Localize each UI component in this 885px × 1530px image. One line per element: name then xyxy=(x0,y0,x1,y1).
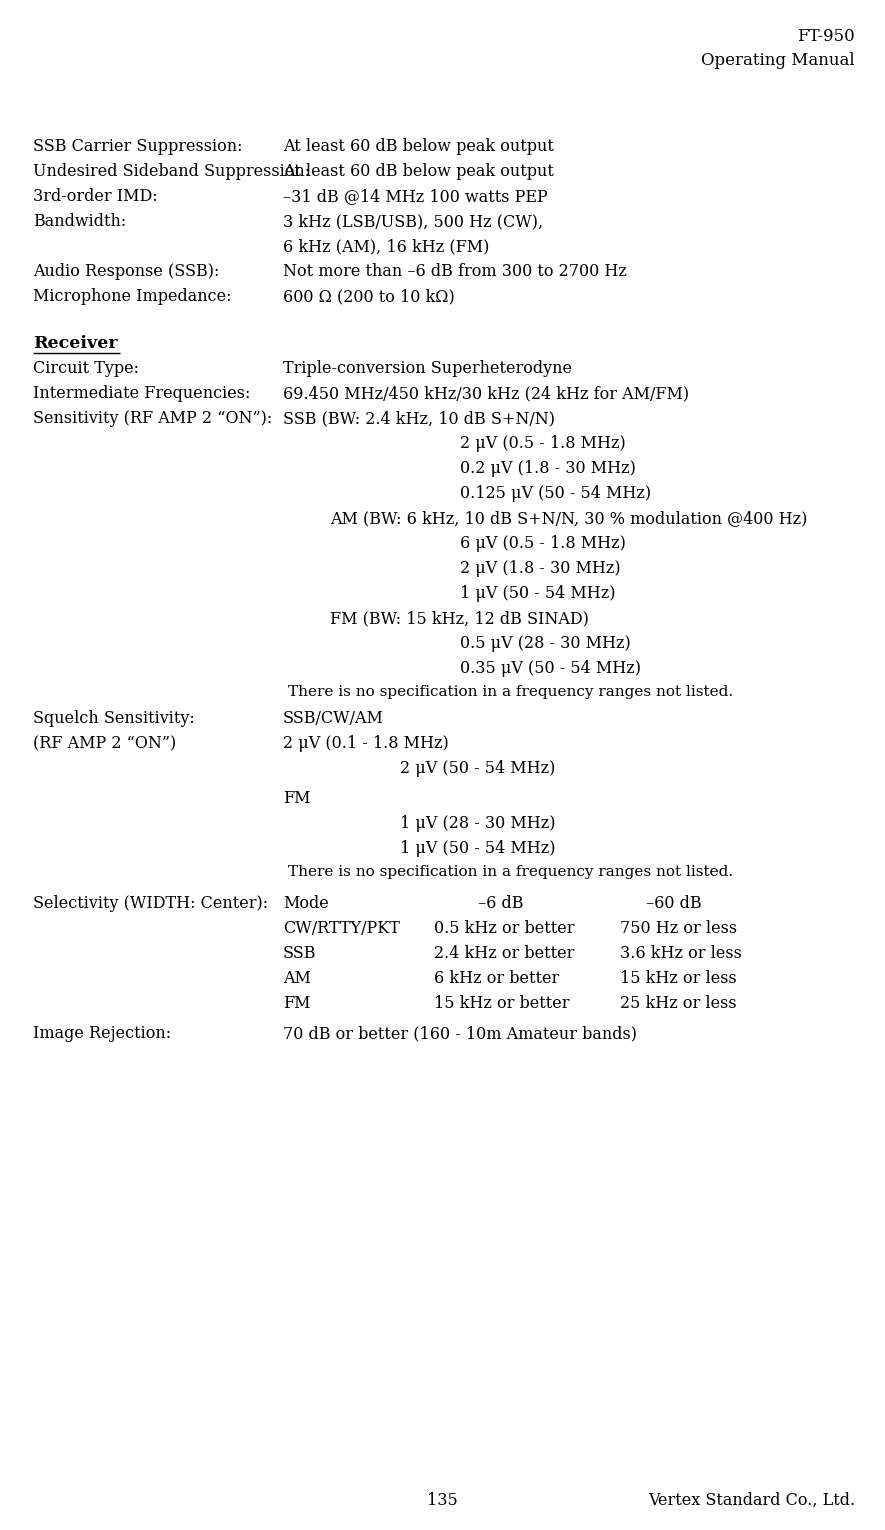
Text: CW/RTTY/PKT: CW/RTTY/PKT xyxy=(283,920,400,936)
Text: Microphone Impedance:: Microphone Impedance: xyxy=(33,288,232,304)
Text: 70 dB or better (160 - 10m Amateur bands): 70 dB or better (160 - 10m Amateur bands… xyxy=(283,1025,637,1042)
Text: FM: FM xyxy=(283,994,311,1011)
Text: Selectivity (WIDTH: Center):: Selectivity (WIDTH: Center): xyxy=(33,895,268,912)
Text: Squelch Sensitivity:: Squelch Sensitivity: xyxy=(33,710,195,727)
Text: 1 μV (50 - 54 MHz): 1 μV (50 - 54 MHz) xyxy=(460,584,615,601)
Text: Triple-conversion Superheterodyne: Triple-conversion Superheterodyne xyxy=(283,360,572,376)
Text: 0.35 μV (50 - 54 MHz): 0.35 μV (50 - 54 MHz) xyxy=(460,659,641,676)
Text: 1 μV (50 - 54 MHz): 1 μV (50 - 54 MHz) xyxy=(400,840,556,857)
Text: Undesired Sideband Suppression:: Undesired Sideband Suppression: xyxy=(33,164,310,181)
Text: AM: AM xyxy=(283,970,311,987)
Text: 1 μV (28 - 30 MHz): 1 μV (28 - 30 MHz) xyxy=(400,815,556,832)
Text: 2.4 kHz or better: 2.4 kHz or better xyxy=(434,946,574,962)
Text: 15 kHz or less: 15 kHz or less xyxy=(620,970,736,987)
Text: 2 μV (0.5 - 1.8 MHz): 2 μV (0.5 - 1.8 MHz) xyxy=(460,435,626,451)
Text: –60 dB: –60 dB xyxy=(646,895,702,912)
Text: There is no specification in a frequency ranges not listed.: There is no specification in a frequency… xyxy=(288,864,733,880)
Text: There is no specification in a frequency ranges not listed.: There is no specification in a frequency… xyxy=(288,685,733,699)
Text: 25 kHz or less: 25 kHz or less xyxy=(620,994,736,1011)
Text: 6 kHz (AM), 16 kHz (FM): 6 kHz (AM), 16 kHz (FM) xyxy=(283,239,489,256)
Text: 600 Ω (200 to 10 kΩ): 600 Ω (200 to 10 kΩ) xyxy=(283,288,455,304)
Text: –31 dB @14 MHz 100 watts PEP: –31 dB @14 MHz 100 watts PEP xyxy=(283,188,548,205)
Text: 3rd-order IMD:: 3rd-order IMD: xyxy=(33,188,158,205)
Text: FM: FM xyxy=(283,789,311,806)
Text: FT-950: FT-950 xyxy=(797,28,855,44)
Text: Receiver: Receiver xyxy=(33,335,118,352)
Text: Sensitivity (RF AMP 2 “ON”):: Sensitivity (RF AMP 2 “ON”): xyxy=(33,410,273,427)
Text: Operating Manual: Operating Manual xyxy=(702,52,855,69)
Text: Circuit Type:: Circuit Type: xyxy=(33,360,139,376)
Text: –6 dB: –6 dB xyxy=(478,895,524,912)
Text: AM (BW: 6 kHz, 10 dB S+N/N, 30 % modulation @400 Hz): AM (BW: 6 kHz, 10 dB S+N/N, 30 % modulat… xyxy=(330,509,807,526)
Text: 6 μV (0.5 - 1.8 MHz): 6 μV (0.5 - 1.8 MHz) xyxy=(460,536,626,552)
Text: 6 kHz or better: 6 kHz or better xyxy=(434,970,559,987)
Text: 2 μV (1.8 - 30 MHz): 2 μV (1.8 - 30 MHz) xyxy=(460,560,620,577)
Text: 0.5 kHz or better: 0.5 kHz or better xyxy=(434,920,574,936)
Text: SSB (BW: 2.4 kHz, 10 dB S+N/N): SSB (BW: 2.4 kHz, 10 dB S+N/N) xyxy=(283,410,555,427)
Text: Intermediate Frequencies:: Intermediate Frequencies: xyxy=(33,386,250,402)
Text: 2 μV (0.1 - 1.8 MHz): 2 μV (0.1 - 1.8 MHz) xyxy=(283,734,449,753)
Text: 3.6 kHz or less: 3.6 kHz or less xyxy=(620,946,742,962)
Text: FM (BW: 15 kHz, 12 dB SINAD): FM (BW: 15 kHz, 12 dB SINAD) xyxy=(330,610,589,627)
Text: Image Rejection:: Image Rejection: xyxy=(33,1025,171,1042)
Text: (RF AMP 2 “ON”): (RF AMP 2 “ON”) xyxy=(33,734,176,753)
Text: 0.125 μV (50 - 54 MHz): 0.125 μV (50 - 54 MHz) xyxy=(460,485,651,502)
Text: At least 60 dB below peak output: At least 60 dB below peak output xyxy=(283,138,554,155)
Text: SSB: SSB xyxy=(283,946,317,962)
Text: 135: 135 xyxy=(427,1492,458,1509)
Text: Bandwidth:: Bandwidth: xyxy=(33,213,127,230)
Text: Not more than –6 dB from 300 to 2700 Hz: Not more than –6 dB from 300 to 2700 Hz xyxy=(283,263,627,280)
Text: 3 kHz (LSB/USB), 500 Hz (CW),: 3 kHz (LSB/USB), 500 Hz (CW), xyxy=(283,213,543,230)
Text: SSB Carrier Suppression:: SSB Carrier Suppression: xyxy=(33,138,242,155)
Text: 2 μV (50 - 54 MHz): 2 μV (50 - 54 MHz) xyxy=(400,760,556,777)
Text: 0.5 μV (28 - 30 MHz): 0.5 μV (28 - 30 MHz) xyxy=(460,635,631,652)
Text: 0.2 μV (1.8 - 30 MHz): 0.2 μV (1.8 - 30 MHz) xyxy=(460,461,636,477)
Text: Vertex Standard Co., Ltd.: Vertex Standard Co., Ltd. xyxy=(648,1492,855,1509)
Text: Mode: Mode xyxy=(283,895,328,912)
Text: 15 kHz or better: 15 kHz or better xyxy=(434,994,570,1011)
Text: 750 Hz or less: 750 Hz or less xyxy=(620,920,737,936)
Text: 69.450 MHz/450 kHz/30 kHz (24 kHz for AM/FM): 69.450 MHz/450 kHz/30 kHz (24 kHz for AM… xyxy=(283,386,689,402)
Text: SSB/CW/AM: SSB/CW/AM xyxy=(283,710,384,727)
Text: Audio Response (SSB):: Audio Response (SSB): xyxy=(33,263,219,280)
Text: At least 60 dB below peak output: At least 60 dB below peak output xyxy=(283,164,554,181)
